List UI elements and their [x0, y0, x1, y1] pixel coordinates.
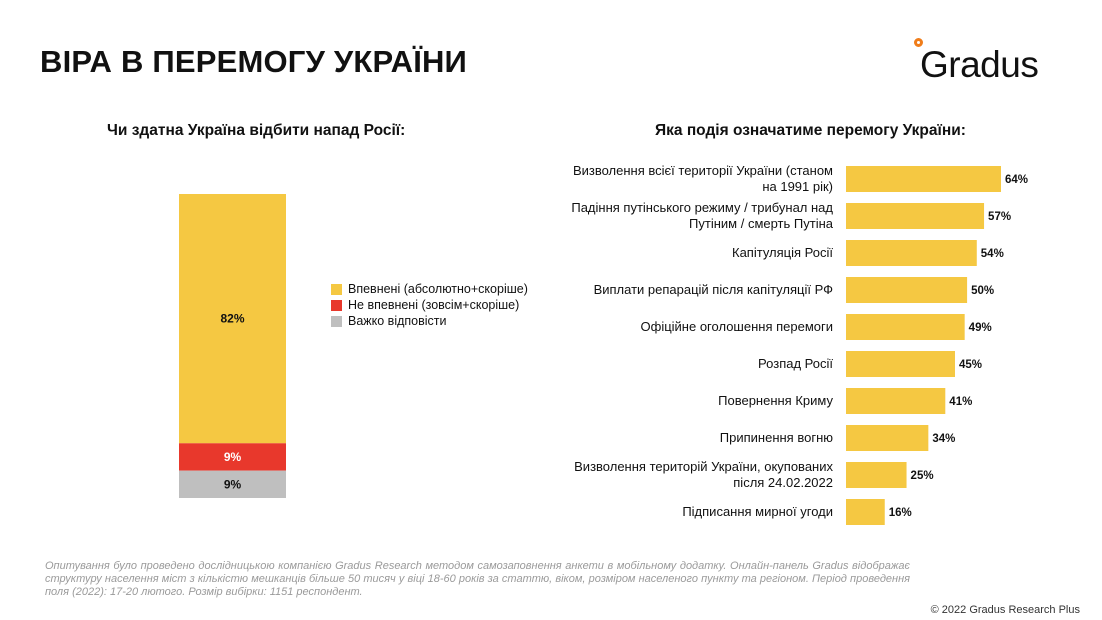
bar-0 [846, 166, 1001, 192]
stacked-segment-2 [179, 470, 286, 498]
bar-category-label-9-0: Підписання мирної угоди [682, 504, 833, 519]
bar-category-label-3-0: Виплати репарацій після капітуляції РФ [594, 282, 834, 297]
bar-value-label-8: 25% [911, 470, 934, 482]
bar-5 [846, 351, 955, 377]
bar-9 [846, 499, 885, 525]
bar-value-label-3: 50% [971, 285, 994, 297]
logo-text: Gradus [920, 44, 1039, 85]
bar-2 [846, 240, 977, 266]
bar-1 [846, 203, 985, 229]
bar-value-label-7: 34% [932, 433, 955, 445]
bar-category-label-8-1: після 24.02.2022 [733, 475, 833, 490]
bar-category-label-1-1: Путіним / смерть Путіна [689, 216, 834, 231]
stacked-segment-label-0: 82% [220, 312, 244, 326]
bar-3 [846, 277, 968, 303]
legend-label-confident: Впевнені (абсолютно+скоріше) [348, 282, 528, 296]
bar-category-label-4-0: Офіційне оголошення перемоги [641, 319, 833, 334]
gradus-logo: Gradus [912, 36, 1072, 86]
bar-6 [846, 388, 946, 414]
legend-swatch-hard-to-say [331, 315, 342, 327]
legend-label-not-confident: Не впевнені (зовсім+скоріше) [348, 298, 520, 312]
bar-category-label-7-0: Припинення вогню [720, 430, 833, 445]
stacked-segment-1 [179, 443, 286, 471]
legend-item-not-confident: Не впевнені (зовсім+скоріше) [331, 297, 528, 313]
bar-category-label-0-1: на 1991 рік) [762, 179, 833, 194]
page-title: ВІРА В ПЕРЕМОГУ УКРАЇНИ [40, 44, 468, 79]
bar-7 [846, 425, 929, 451]
legend-swatch-not-confident [331, 299, 342, 311]
bar-category-label-8-0: Визволення територій України, окупованих [574, 459, 833, 474]
bar-category-label-5-0: Розпад Росії [758, 356, 833, 371]
bar-category-label-0-0: Визволення всієї території України (стан… [573, 163, 833, 178]
stacked-segment-label-2: 9% [224, 477, 242, 491]
bar-4 [846, 314, 965, 340]
stacked-chart-legend: Впевнені (абсолютно+скоріше) Не впевнені… [331, 281, 528, 329]
stacked-segment-label-1: 9% [224, 450, 242, 464]
bar-value-label-2: 54% [981, 248, 1004, 260]
survey-footnote: Опитування було проведено дослідницькою … [45, 560, 910, 599]
legend-label-hard-to-say: Важко відповісти [348, 314, 447, 328]
legend-swatch-confident [331, 283, 342, 295]
stacked-segment-0 [179, 194, 286, 444]
bar-category-label-1-0: Падіння путінського режиму / трибунал на… [571, 200, 833, 215]
bar-chart-title: Яка подія означатиме перемогу України: [655, 122, 966, 139]
bar-value-label-4: 49% [969, 322, 992, 334]
legend-item-hard-to-say: Важко відповісти [331, 313, 528, 329]
bar-value-label-5: 45% [959, 359, 982, 371]
bar-8 [846, 462, 907, 488]
bar-category-label-6-0: Повернення Криму [718, 393, 833, 408]
bar-value-label-0: 64% [1005, 174, 1028, 186]
charts-canvas: 82% 9% 9% 64% Визволення всієї території Укр… [179, 163, 1028, 525]
copyright: © 2022 Gradus Research Plus [930, 604, 1080, 616]
stacked-chart-title: Чи здатна Україна відбити напад Росії: [107, 122, 406, 139]
legend-item-confident: Впевнені (абсолютно+скоріше) [331, 281, 528, 297]
bar-value-label-6: 41% [949, 396, 972, 408]
bar-value-label-1: 57% [988, 211, 1011, 223]
bar-value-label-9: 16% [889, 507, 912, 519]
bar-category-label-2-0: Капітуляція Росії [732, 245, 833, 260]
logo-dot-icon [914, 38, 923, 47]
